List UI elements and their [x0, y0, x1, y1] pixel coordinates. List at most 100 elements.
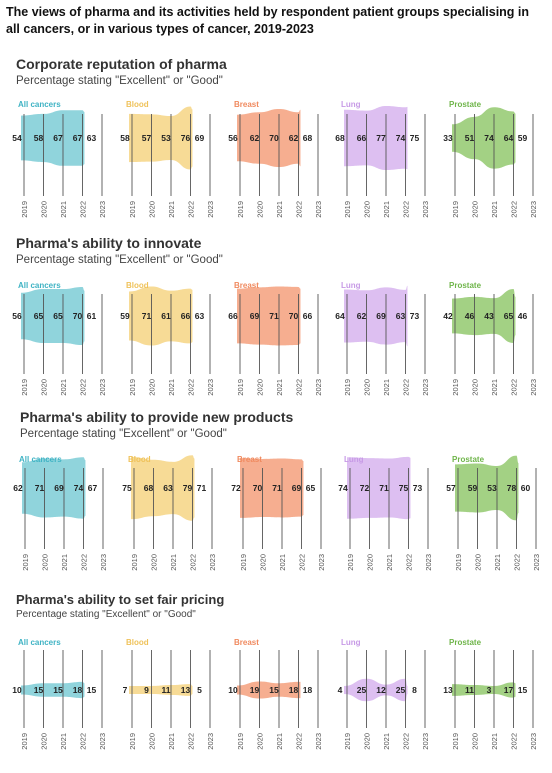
panel-label-breast: Breast [237, 455, 262, 464]
panel-label-blood: Blood [126, 638, 149, 647]
value-label-2022: 25 [396, 685, 406, 695]
tick-label-2019: 2019 [451, 733, 460, 750]
tick-label-2022: 2022 [402, 733, 411, 750]
value-label-2023: 63 [87, 133, 97, 143]
tick-label-2020: 2020 [363, 201, 372, 218]
tick-label-2020: 2020 [474, 554, 483, 571]
tick-label-2021: 2021 [382, 733, 391, 750]
value-label-2022: 70 [289, 311, 299, 321]
panel-label-lung: Lung [341, 281, 361, 290]
tick-label-2022: 2022 [510, 733, 519, 750]
value-label-2022: 63 [396, 311, 406, 321]
section-2-title: Pharma's ability to provide new products [20, 409, 294, 425]
value-label-2019: 57 [446, 483, 456, 493]
ribbon-all-cancers [21, 286, 85, 346]
ribbon-blood [129, 684, 193, 696]
value-label-2019: 42 [443, 311, 453, 321]
value-label-2019: 58 [120, 133, 130, 143]
panel-corporate-reputation-of-pharma-prostate: Prostate 33 51 74 64 59 2019 2020 2021 2022 2023 [443, 100, 538, 218]
panel-label-all-cancers: All cancers [18, 100, 61, 109]
value-label-2019: 56 [12, 311, 22, 321]
value-label-2020: 51 [465, 133, 475, 143]
section-2-panels: All cancers 62 71 69 74 67 2019 2020 2021 2022 202… [13, 455, 541, 571]
value-label-2023: 61 [87, 311, 97, 321]
tick-label-2021: 2021 [59, 201, 68, 218]
tick-label-2021: 2021 [490, 201, 499, 218]
section-1-subtitle: Percentage stating "Excellent" or "Good" [16, 254, 223, 266]
panel-pharma-s-ability-to-innovate-prostate: Prostate 42 46 43 65 46 2019 2020 2021 2022 2023 [443, 281, 538, 396]
value-label-2019: 7 [123, 685, 128, 695]
tick-label-2019: 2019 [236, 201, 245, 218]
panel-corporate-reputation-of-pharma-blood: Blood 58 57 53 76 69 2019 2020 2021 2022 2023 [120, 100, 215, 218]
tick-label-2023: 2023 [529, 201, 538, 218]
tick-label-2021: 2021 [490, 733, 499, 750]
tick-label-2021: 2021 [59, 733, 68, 750]
tick-label-2021: 2021 [167, 379, 176, 396]
tick-label-2022: 2022 [80, 554, 89, 571]
panel-pharma-s-ability-to-provide-new-products-all-cancers: All cancers 62 71 69 74 67 2019 2020 2021 2022 202… [13, 455, 108, 571]
value-label-2020: 59 [468, 483, 478, 493]
value-label-2021: 43 [484, 311, 494, 321]
value-label-2021: 77 [376, 133, 386, 143]
panel-pharma-s-ability-to-innovate-all-cancers: All cancers 56 65 65 70 61 2019 2020 2021 2022 202… [12, 281, 107, 396]
ribbon-blood [129, 106, 193, 170]
panel-label-prostate: Prostate [449, 638, 482, 647]
value-label-2020: 57 [142, 133, 152, 143]
ribbon-blood [131, 455, 195, 521]
tick-label-2022: 2022 [295, 201, 304, 218]
section-3-subtitle: Percentage stating "Excellent" or "Good" [16, 609, 196, 620]
tick-label-2020: 2020 [148, 733, 157, 750]
tick-label-2023: 2023 [529, 379, 538, 396]
value-label-2021: 11 [162, 685, 171, 695]
tick-label-2023: 2023 [206, 733, 215, 750]
tick-label-2022: 2022 [513, 554, 522, 571]
ribbon-all-cancers [22, 457, 86, 519]
tick-label-2019: 2019 [343, 733, 352, 750]
tick-label-2019: 2019 [20, 733, 29, 750]
tick-label-2019: 2019 [128, 733, 137, 750]
value-label-2023: 67 [88, 483, 98, 493]
tick-label-2019: 2019 [451, 201, 460, 218]
value-label-2023: 75 [410, 133, 420, 143]
ribbon-breast [237, 681, 301, 699]
value-label-2023: 46 [518, 311, 528, 321]
value-label-2022: 67 [73, 133, 83, 143]
value-label-2022: 66 [181, 311, 191, 321]
tick-label-2021: 2021 [490, 379, 499, 396]
value-label-2020: 11 [465, 685, 474, 695]
value-label-2021: 69 [54, 483, 64, 493]
tick-label-2020: 2020 [40, 733, 49, 750]
ribbon-lung [347, 456, 411, 520]
value-label-2022: 18 [289, 685, 299, 695]
value-label-2023: 63 [195, 311, 205, 321]
ribbon-prostate [452, 682, 516, 698]
tick-label-2019: 2019 [343, 379, 352, 396]
value-label-2022: 74 [396, 133, 406, 143]
ribbon-prostate [452, 107, 516, 169]
value-label-2019: 66 [228, 311, 238, 321]
value-label-2021: 12 [376, 685, 386, 695]
tick-label-2022: 2022 [79, 379, 88, 396]
value-label-2022: 78 [507, 483, 517, 493]
value-label-2022: 65 [504, 311, 514, 321]
panel-label-prostate: Prostate [449, 281, 482, 290]
tick-label-2019: 2019 [343, 201, 352, 218]
ribbon-breast [237, 286, 301, 346]
tick-label-2020: 2020 [150, 554, 159, 571]
value-label-2019: 59 [120, 311, 130, 321]
value-label-2021: 3 [487, 685, 492, 695]
tick-label-2019: 2019 [454, 554, 463, 571]
section-1-title: Pharma's ability to innovate [16, 235, 202, 251]
tick-label-2023: 2023 [314, 379, 323, 396]
main-title: The views of pharma and its activities h… [6, 5, 530, 36]
tick-label-2022: 2022 [295, 379, 304, 396]
value-label-2020: 19 [250, 685, 260, 695]
value-label-2020: 9 [144, 685, 149, 695]
ribbon-prostate [455, 455, 519, 521]
tick-label-2020: 2020 [366, 554, 375, 571]
tick-label-2019: 2019 [236, 379, 245, 396]
tick-label-2021: 2021 [60, 554, 69, 571]
panel-label-blood: Blood [126, 281, 149, 290]
value-label-2023: 69 [195, 133, 205, 143]
